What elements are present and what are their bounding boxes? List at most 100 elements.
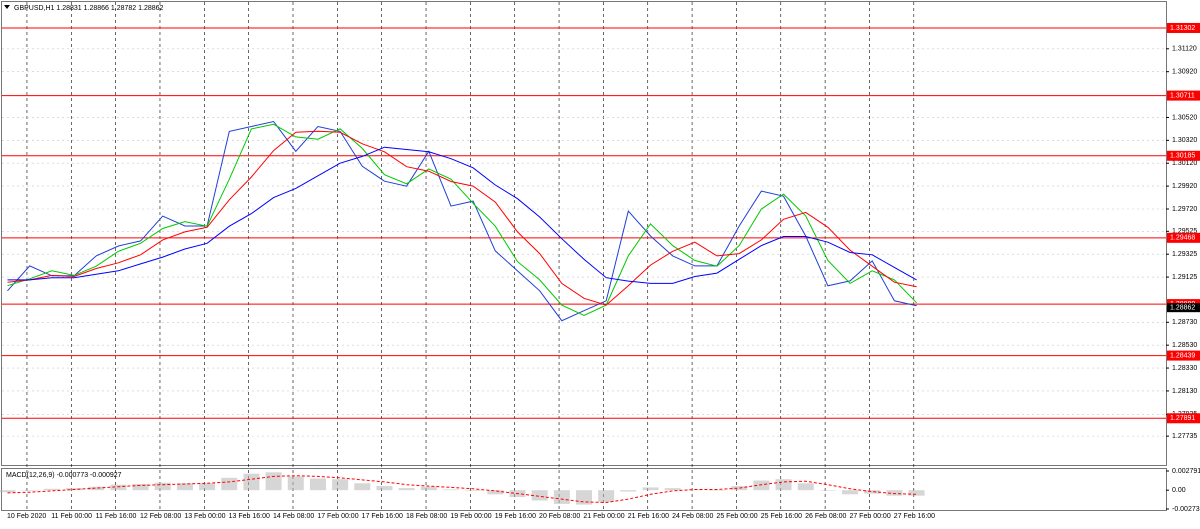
x-tick-label: 25 Feb 00:00 bbox=[716, 513, 757, 520]
y-tick-label: 1.28130 bbox=[1172, 388, 1197, 395]
level-label: 1.30711 bbox=[1170, 92, 1195, 99]
macd-bar bbox=[819, 490, 836, 491]
x-tick-label: 13 Feb 00:00 bbox=[184, 513, 225, 520]
macd-bar bbox=[132, 483, 149, 491]
y-tick-label: 1.29325 bbox=[1172, 251, 1197, 258]
y-tick-label: 1.30120 bbox=[1172, 160, 1197, 167]
macd-bar bbox=[731, 486, 748, 491]
macd-bar bbox=[0, 490, 16, 493]
x-tick-label: 20 Feb 08:00 bbox=[539, 513, 580, 520]
y-tick-label: 1.31120 bbox=[1172, 46, 1197, 53]
macd-bar bbox=[332, 479, 349, 491]
y-tick-label: -0.002739 bbox=[1172, 506, 1200, 513]
x-tick-label: 11 Feb 00:00 bbox=[51, 513, 92, 520]
x-tick-label: 17 Feb 00:00 bbox=[317, 513, 358, 520]
x-tick-label: 25 Feb 16:00 bbox=[761, 513, 802, 520]
moving-average bbox=[7, 123, 917, 316]
chart-title: GBPUSD,H1 1.28831 1.28866 1.28782 1.2886… bbox=[14, 5, 164, 12]
x-tick-label: 21 Feb 16:00 bbox=[628, 513, 669, 520]
level-label: 1.31302 bbox=[1170, 25, 1195, 32]
level-label: 1.30185 bbox=[1170, 153, 1195, 160]
macd-bar bbox=[465, 490, 482, 491]
macd-bar bbox=[842, 490, 859, 495]
macd-bar bbox=[221, 477, 238, 491]
macd-bar bbox=[531, 490, 548, 501]
macd-bar bbox=[420, 486, 437, 491]
macd-bar bbox=[487, 490, 504, 495]
bid-label: 1.28862 bbox=[1170, 305, 1195, 312]
x-tick-label: 13 Feb 16:00 bbox=[229, 513, 270, 520]
level-tag bbox=[1167, 22, 1200, 33]
macd-bar bbox=[354, 483, 371, 491]
y-tick-label: 1.29125 bbox=[1172, 274, 1197, 281]
x-tick-label: 17 Feb 16:00 bbox=[362, 513, 403, 520]
bid-tag bbox=[1167, 303, 1200, 313]
y-tick-label: 1.30320 bbox=[1172, 137, 1197, 144]
level-tag bbox=[1167, 232, 1200, 243]
macd-bar bbox=[709, 490, 726, 491]
macd-bar bbox=[88, 486, 105, 491]
x-tick-label: 26 Feb 08:00 bbox=[805, 513, 846, 520]
macd-bar bbox=[398, 488, 415, 491]
macd-bar bbox=[265, 472, 282, 491]
macd-bar bbox=[287, 476, 304, 491]
macd-bar bbox=[553, 490, 570, 504]
y-tick-label: 1.28730 bbox=[1172, 319, 1197, 326]
macd-bar bbox=[642, 487, 659, 491]
macd-bar bbox=[797, 483, 814, 491]
x-tick-label: 10 Feb 2020 bbox=[7, 513, 46, 520]
x-tick-label: 11 Feb 16:00 bbox=[96, 513, 137, 520]
level-label: 1.28439 bbox=[1170, 352, 1195, 359]
menu-arrow[interactable] bbox=[4, 5, 10, 9]
macd-panel bbox=[1, 468, 1167, 511]
x-tick-label: 19 Feb 00:00 bbox=[450, 513, 491, 520]
macd-bar bbox=[309, 478, 326, 491]
macd-bar bbox=[598, 490, 615, 502]
level-tag bbox=[1167, 413, 1200, 424]
macd-bar bbox=[620, 490, 637, 492]
moving-average bbox=[7, 146, 917, 284]
macd-bar bbox=[576, 490, 592, 505]
x-tick-label: 27 Feb 00:00 bbox=[849, 513, 890, 520]
macd-bar bbox=[110, 484, 127, 491]
y-tick-label: 1.28530 bbox=[1172, 342, 1197, 349]
macd-bar bbox=[176, 483, 193, 491]
level-label: 1.29468 bbox=[1170, 235, 1195, 242]
macd-bar bbox=[243, 473, 260, 491]
macd-bar bbox=[43, 488, 60, 491]
macd-bar bbox=[376, 486, 393, 491]
level-tag bbox=[1167, 350, 1200, 361]
macd-bar bbox=[442, 489, 459, 491]
x-tick-label: 14 Feb 08:00 bbox=[273, 513, 314, 520]
y-tick-label: 0.00 bbox=[1172, 487, 1186, 494]
macd-title: MACD(12,26,9) -0.000773 -0.000927 bbox=[6, 472, 122, 479]
macd-bar bbox=[908, 490, 925, 496]
macd-bar bbox=[775, 479, 792, 491]
macd-bar bbox=[154, 482, 171, 491]
macd-bar bbox=[664, 488, 681, 491]
price-line bbox=[7, 120, 917, 322]
level-label: 1.27891 bbox=[1170, 415, 1195, 422]
macd-bar bbox=[886, 490, 903, 496]
x-tick-label: 24 Feb 08:00 bbox=[672, 513, 713, 520]
y-tick-label: 1.29525 bbox=[1172, 228, 1197, 235]
y-tick-label: 1.29920 bbox=[1172, 183, 1197, 190]
level-tag bbox=[1167, 150, 1200, 161]
x-tick-label: 21 Feb 00:00 bbox=[583, 513, 624, 520]
x-tick-label: 18 Feb 08:00 bbox=[406, 513, 447, 520]
macd-bar bbox=[199, 483, 216, 491]
x-tick-label: 19 Feb 16:00 bbox=[495, 513, 536, 520]
x-tick-label: 12 Feb 08:00 bbox=[140, 513, 181, 520]
macd-bar bbox=[21, 490, 38, 491]
y-tick-label: 0.002791 bbox=[1172, 468, 1200, 475]
macd-bar bbox=[864, 490, 881, 494]
moving-average bbox=[7, 130, 917, 306]
macd-bar bbox=[753, 480, 770, 491]
y-tick-label: 1.28330 bbox=[1172, 365, 1197, 372]
price-panel bbox=[1, 1, 1167, 466]
y-tick-label: 1.30920 bbox=[1172, 69, 1197, 76]
signal-line bbox=[7, 475, 917, 504]
x-tick-label: 27 Feb 16:00 bbox=[894, 513, 935, 520]
